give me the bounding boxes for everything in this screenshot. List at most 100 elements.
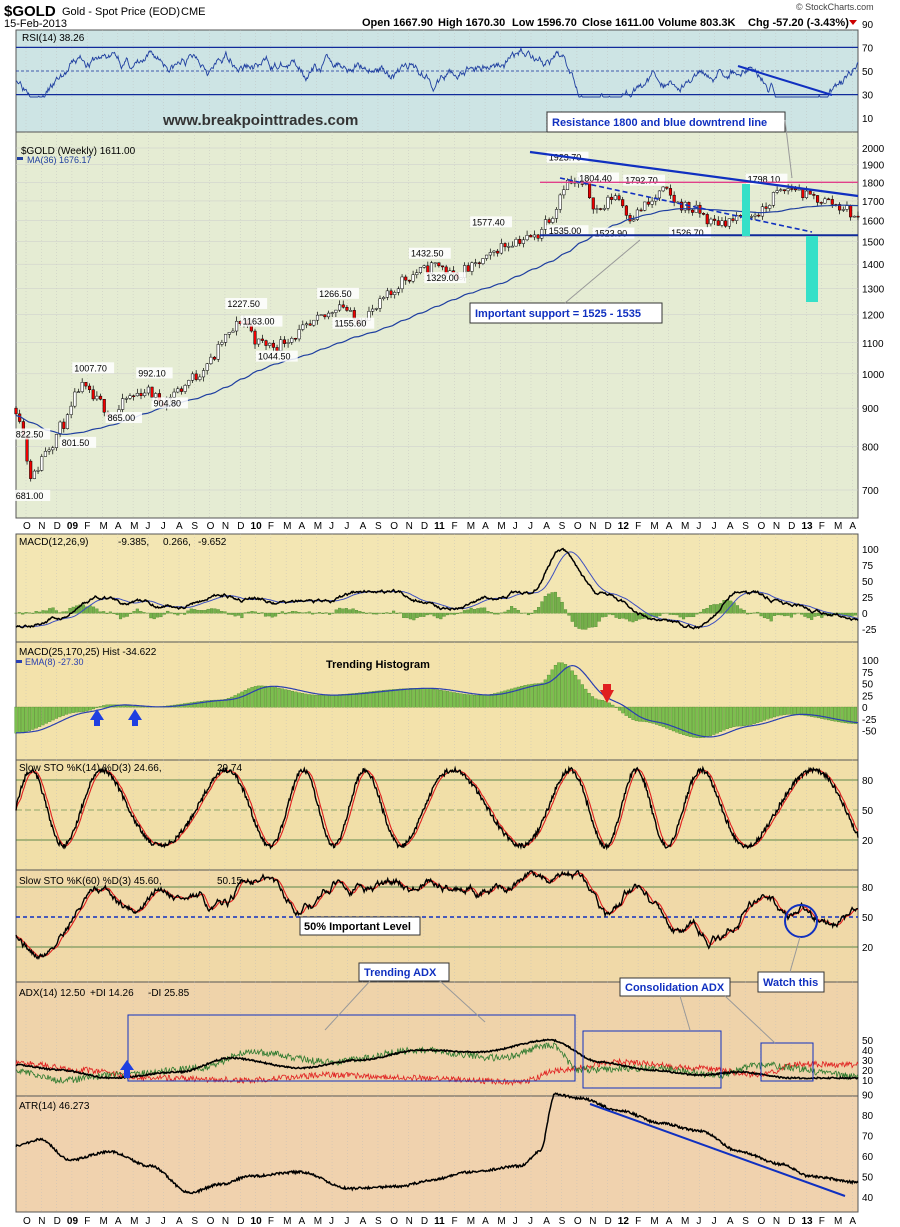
macd2-bar [611,704,615,708]
candle-body [209,356,213,365]
dashed-trendline [559,177,813,233]
candle-body [183,385,187,392]
macd2-bar [277,687,281,708]
month-label-top: S [375,521,382,532]
trending-adx-box [127,1014,576,1082]
price-label: 1044.50 [258,352,291,362]
macd2-bar [34,706,38,729]
month-label-top: N [222,521,229,532]
candle-body [382,297,386,299]
macd2-bar [651,706,655,724]
macd2-bar [742,706,746,727]
candle-body [543,219,548,230]
support-pointer [564,239,641,304]
candle-body [496,250,500,254]
macd1-bar [253,611,257,614]
candle-body [856,215,860,218]
macd2-bar [540,682,544,708]
candle-body [635,209,639,220]
month-label-top: D [788,521,795,532]
macd1-bar [371,612,375,615]
macd1-bar [344,608,348,614]
candle-body [521,239,525,244]
macd2-bar [756,706,760,723]
macd2-bar [223,699,227,708]
macd1-bar [233,612,237,617]
adx-line [15,1038,859,1080]
macd2-bar [695,706,699,738]
tick-rsi: 50 [862,67,874,78]
macd2-bar [759,706,763,722]
candle-body [268,342,272,346]
macd1-bar [617,612,622,619]
macd2-bar [230,696,234,708]
month-label-bottom: N [773,1216,780,1227]
tick-macd2: 0 [862,703,868,714]
macd2-bar [489,693,493,708]
month-label-bottom: M [497,1216,505,1227]
candle-body [154,393,158,398]
macd1-label: MACD(12,26,9) [19,537,88,548]
month-label-bottom: F [268,1216,274,1227]
macd1-bar [563,609,568,614]
candle-body [610,196,614,200]
macd1-bar [702,609,706,614]
macd1-bar [621,612,625,619]
tick-macd2: 100 [862,656,879,667]
candle-body [51,447,55,451]
month-label-top: A [727,521,734,532]
candle-body [253,330,257,345]
macd2-bar [658,706,662,726]
sto1-d-line [15,769,859,848]
candle-body [224,334,228,343]
macd1-bar [44,610,48,614]
candle-body [812,194,816,196]
macd1-bar [597,612,601,622]
macd2-bar [594,698,598,708]
candle-body [54,434,58,448]
candle-body [790,188,794,190]
month-label-bottom: A [298,1216,305,1227]
macd1-bar [530,612,534,614]
macd2-bar [661,706,665,728]
tick-adx: 40 [862,1046,874,1057]
tick-price: 1200 [862,310,885,321]
macd2-bar [21,706,25,733]
price-label-bg [151,397,188,409]
macd1-bar [193,609,197,614]
candle-body [150,386,154,398]
macd2-bar [719,706,723,732]
candle-body [849,205,853,218]
month-label-bottom: M [283,1216,291,1227]
chart-date: 15-Feb-2013 [4,18,67,30]
price-label-bg [669,226,711,238]
candle-body [643,201,647,211]
watch-callout-box [757,971,825,993]
macd1-bar [853,612,858,616]
candle-body [190,373,195,381]
macd2-bar [479,695,483,708]
price-label: 1266.50 [319,289,352,299]
watch-pointer [789,936,801,973]
month-label-top: 13 [801,521,813,532]
macd1-bar [415,612,419,618]
month-label-top: 11 [434,521,445,532]
macd2-bar [587,692,591,708]
candle-body [128,395,132,399]
price-label: 1798.10 [748,175,781,185]
macd1-bar [449,612,453,615]
macd2-bar [381,690,386,708]
macd1-bar [199,610,203,614]
macd2-bar [810,706,814,717]
candle-body [771,192,775,206]
macd1-bar [297,611,301,614]
macd2-bar [439,690,443,708]
tick-macd1: 0 [862,609,868,620]
month-label-bottom: J [696,1216,701,1227]
month-label-top: N [773,521,780,532]
candle-body [499,243,503,254]
macd2-bar [209,700,214,708]
candle-body [201,370,206,378]
macd2-bar [705,706,709,738]
tick-sto1: 20 [862,836,874,847]
